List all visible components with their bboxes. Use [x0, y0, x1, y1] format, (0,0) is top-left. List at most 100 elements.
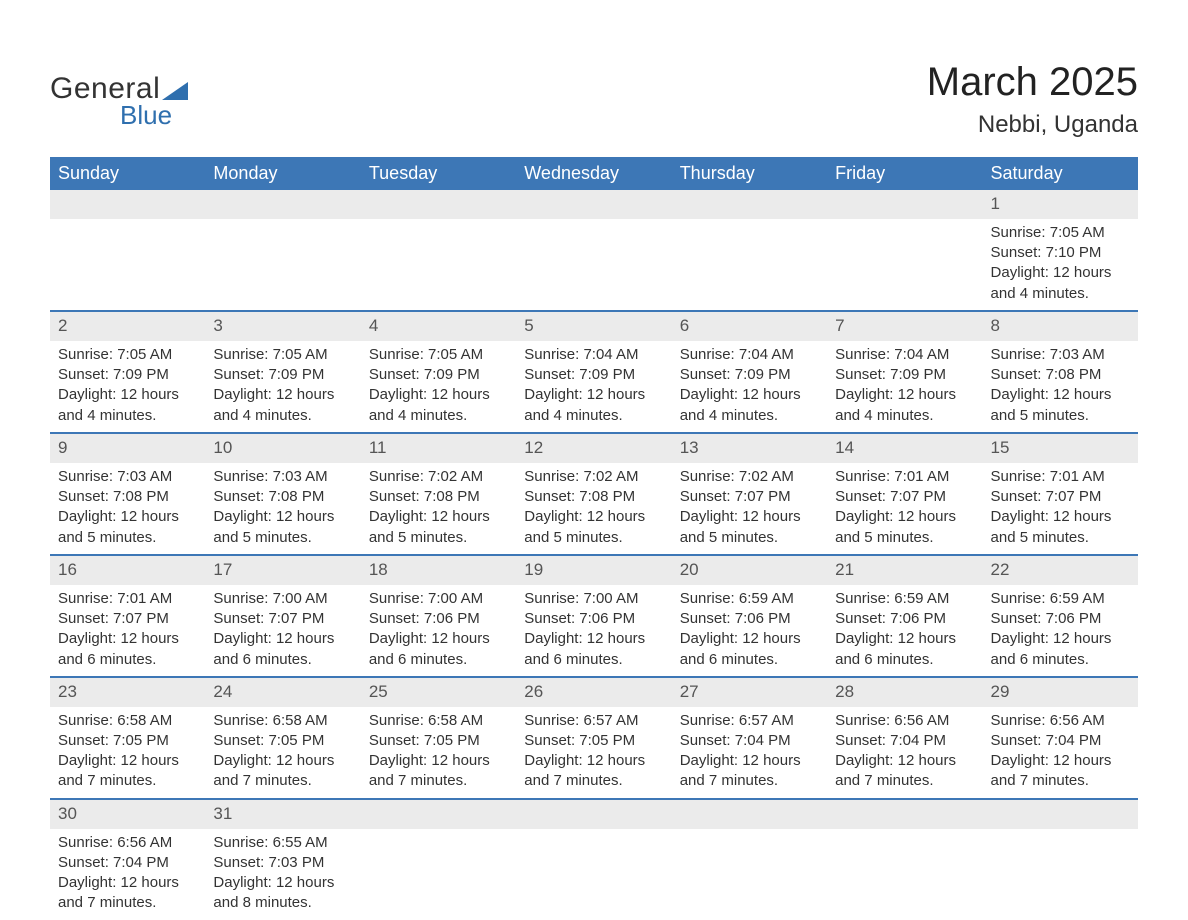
sunrise-line: Sunrise: 6:58 AM — [213, 711, 352, 731]
day-detail-row: Sunrise: 6:56 AMSunset: 7:04 PMDaylight:… — [50, 829, 1138, 920]
day-detail-cell: Sunrise: 6:57 AMSunset: 7:05 PMDaylight:… — [516, 707, 671, 799]
sunrise-line: Sunrise: 6:56 AM — [991, 711, 1130, 731]
day-header: Monday — [205, 157, 360, 190]
day-detail-cell — [983, 829, 1138, 920]
day-number-cell: 12 — [516, 433, 671, 463]
day-number-cell: 14 — [827, 433, 982, 463]
day-detail-cell — [516, 219, 671, 311]
day-number-cell: 25 — [361, 677, 516, 707]
sunset-line: Sunset: 7:07 PM — [991, 487, 1130, 507]
day-detail-cell: Sunrise: 6:58 AMSunset: 7:05 PMDaylight:… — [361, 707, 516, 799]
daylight-line: Daylight: 12 hours and 7 minutes. — [58, 751, 197, 792]
sunrise-line: Sunrise: 6:59 AM — [991, 589, 1130, 609]
day-detail-cell — [361, 219, 516, 311]
sunrise-line: Sunrise: 7:03 AM — [213, 467, 352, 487]
sunrise-line: Sunrise: 6:56 AM — [58, 833, 197, 853]
location-label: Nebbi, Uganda — [927, 111, 1138, 139]
sunrise-line: Sunrise: 7:04 AM — [680, 345, 819, 365]
day-number-cell: 16 — [50, 555, 205, 585]
daylight-line: Daylight: 12 hours and 8 minutes. — [213, 873, 352, 914]
day-number-cell — [205, 190, 360, 219]
day-number-cell — [827, 799, 982, 829]
day-detail-row: Sunrise: 7:01 AMSunset: 7:07 PMDaylight:… — [50, 585, 1138, 677]
day-header: Tuesday — [361, 157, 516, 190]
daylight-line: Daylight: 12 hours and 6 minutes. — [58, 629, 197, 670]
sunset-line: Sunset: 7:04 PM — [835, 731, 974, 751]
sunset-line: Sunset: 7:10 PM — [991, 243, 1130, 263]
daylight-line: Daylight: 12 hours and 4 minutes. — [213, 385, 352, 426]
daylight-line: Daylight: 12 hours and 4 minutes. — [58, 385, 197, 426]
sunset-line: Sunset: 7:08 PM — [369, 487, 508, 507]
sunset-line: Sunset: 7:05 PM — [213, 731, 352, 751]
day-number-row: 2345678 — [50, 311, 1138, 341]
daylight-line: Daylight: 12 hours and 6 minutes. — [680, 629, 819, 670]
daylight-line: Daylight: 12 hours and 5 minutes. — [835, 507, 974, 548]
day-header: Sunday — [50, 157, 205, 190]
sunset-line: Sunset: 7:08 PM — [213, 487, 352, 507]
day-number-cell: 21 — [827, 555, 982, 585]
daylight-line: Daylight: 12 hours and 7 minutes. — [369, 751, 508, 792]
day-detail-cell: Sunrise: 6:58 AMSunset: 7:05 PMDaylight:… — [50, 707, 205, 799]
sunrise-line: Sunrise: 7:03 AM — [58, 467, 197, 487]
sunrise-line: Sunrise: 7:04 AM — [524, 345, 663, 365]
day-header: Wednesday — [516, 157, 671, 190]
sunrise-line: Sunrise: 7:05 AM — [369, 345, 508, 365]
day-detail-cell — [827, 829, 982, 920]
sunrise-line: Sunrise: 7:05 AM — [58, 345, 197, 365]
month-title: March 2025 — [927, 60, 1138, 105]
sunrise-line: Sunrise: 7:02 AM — [524, 467, 663, 487]
daylight-line: Daylight: 12 hours and 6 minutes. — [835, 629, 974, 670]
sunset-line: Sunset: 7:05 PM — [524, 731, 663, 751]
daylight-line: Daylight: 12 hours and 7 minutes. — [835, 751, 974, 792]
day-detail-cell: Sunrise: 7:05 AMSunset: 7:09 PMDaylight:… — [50, 341, 205, 433]
daylight-line: Daylight: 12 hours and 4 minutes. — [835, 385, 974, 426]
day-detail-cell: Sunrise: 6:56 AMSunset: 7:04 PMDaylight:… — [50, 829, 205, 920]
sunrise-line: Sunrise: 7:02 AM — [680, 467, 819, 487]
sunrise-line: Sunrise: 6:58 AM — [369, 711, 508, 731]
day-header: Thursday — [672, 157, 827, 190]
sunrise-line: Sunrise: 7:05 AM — [213, 345, 352, 365]
day-number-cell — [50, 190, 205, 219]
sunrise-line: Sunrise: 7:01 AM — [991, 467, 1130, 487]
day-number-cell: 1 — [983, 190, 1138, 219]
sunrise-line: Sunrise: 7:02 AM — [369, 467, 508, 487]
day-detail-cell: Sunrise: 7:05 AMSunset: 7:09 PMDaylight:… — [361, 341, 516, 433]
day-detail-cell: Sunrise: 6:56 AMSunset: 7:04 PMDaylight:… — [827, 707, 982, 799]
sunset-line: Sunset: 7:04 PM — [680, 731, 819, 751]
sunrise-line: Sunrise: 7:04 AM — [835, 345, 974, 365]
sunrise-line: Sunrise: 7:00 AM — [213, 589, 352, 609]
day-detail-row: Sunrise: 7:03 AMSunset: 7:08 PMDaylight:… — [50, 463, 1138, 555]
daylight-line: Daylight: 12 hours and 7 minutes. — [680, 751, 819, 792]
sunset-line: Sunset: 7:08 PM — [58, 487, 197, 507]
sunset-line: Sunset: 7:07 PM — [58, 609, 197, 629]
sunset-line: Sunset: 7:09 PM — [680, 365, 819, 385]
daylight-line: Daylight: 12 hours and 6 minutes. — [991, 629, 1130, 670]
day-number-cell: 18 — [361, 555, 516, 585]
day-number-cell: 4 — [361, 311, 516, 341]
sunset-line: Sunset: 7:06 PM — [991, 609, 1130, 629]
day-detail-cell: Sunrise: 7:05 AMSunset: 7:09 PMDaylight:… — [205, 341, 360, 433]
daylight-line: Daylight: 12 hours and 5 minutes. — [680, 507, 819, 548]
day-number-cell — [361, 190, 516, 219]
sunset-line: Sunset: 7:06 PM — [680, 609, 819, 629]
day-detail-cell: Sunrise: 7:01 AMSunset: 7:07 PMDaylight:… — [50, 585, 205, 677]
day-detail-cell: Sunrise: 6:58 AMSunset: 7:05 PMDaylight:… — [205, 707, 360, 799]
daylight-line: Daylight: 12 hours and 4 minutes. — [369, 385, 508, 426]
daylight-line: Daylight: 12 hours and 4 minutes. — [524, 385, 663, 426]
daylight-line: Daylight: 12 hours and 6 minutes. — [213, 629, 352, 670]
day-detail-cell: Sunrise: 7:04 AMSunset: 7:09 PMDaylight:… — [672, 341, 827, 433]
sunset-line: Sunset: 7:09 PM — [58, 365, 197, 385]
daylight-line: Daylight: 12 hours and 6 minutes. — [524, 629, 663, 670]
daylight-line: Daylight: 12 hours and 5 minutes. — [991, 385, 1130, 426]
sunset-line: Sunset: 7:09 PM — [369, 365, 508, 385]
logo-text-blue: Blue — [120, 100, 172, 131]
day-number-row: 9101112131415 — [50, 433, 1138, 463]
day-number-cell: 30 — [50, 799, 205, 829]
day-detail-cell: Sunrise: 7:04 AMSunset: 7:09 PMDaylight:… — [516, 341, 671, 433]
calendar-header-row: SundayMondayTuesdayWednesdayThursdayFrid… — [50, 157, 1138, 190]
day-number-cell — [516, 190, 671, 219]
day-number-cell — [672, 190, 827, 219]
day-number-cell: 31 — [205, 799, 360, 829]
day-number-cell: 5 — [516, 311, 671, 341]
sunset-line: Sunset: 7:09 PM — [524, 365, 663, 385]
